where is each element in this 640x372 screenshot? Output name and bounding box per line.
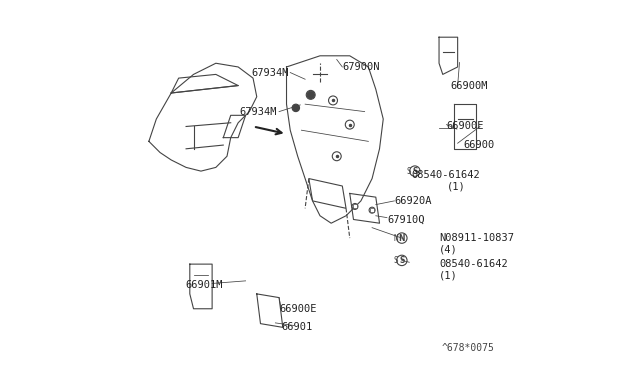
Text: 66901M: 66901M bbox=[186, 280, 223, 289]
Text: 08540-61642: 08540-61642 bbox=[439, 259, 508, 269]
Text: 66900M: 66900M bbox=[450, 81, 488, 90]
Text: N: N bbox=[394, 234, 398, 243]
Text: 67934M: 67934M bbox=[251, 68, 289, 77]
Text: 67900N: 67900N bbox=[342, 62, 380, 72]
Text: (1): (1) bbox=[447, 181, 465, 191]
Text: 67910Q: 67910Q bbox=[387, 215, 424, 224]
Text: 66901: 66901 bbox=[281, 323, 312, 332]
Text: S: S bbox=[399, 256, 404, 265]
Text: 08540-61642: 08540-61642 bbox=[412, 170, 480, 180]
Text: S: S bbox=[412, 167, 417, 176]
Text: 66900E: 66900E bbox=[446, 122, 484, 131]
Text: 66920A: 66920A bbox=[394, 196, 432, 206]
Text: N08911-10837: N08911-10837 bbox=[439, 233, 514, 243]
Text: S: S bbox=[406, 167, 411, 176]
Text: (4): (4) bbox=[439, 244, 458, 254]
Text: 66900E: 66900E bbox=[279, 304, 317, 314]
Text: N: N bbox=[399, 234, 405, 243]
Text: 66900: 66900 bbox=[463, 140, 495, 150]
Text: ^678*0075: ^678*0075 bbox=[442, 343, 495, 353]
Text: 67934M: 67934M bbox=[240, 107, 277, 116]
Circle shape bbox=[292, 104, 300, 112]
Text: S: S bbox=[394, 256, 398, 265]
Text: (1): (1) bbox=[439, 270, 458, 280]
Circle shape bbox=[307, 91, 314, 99]
